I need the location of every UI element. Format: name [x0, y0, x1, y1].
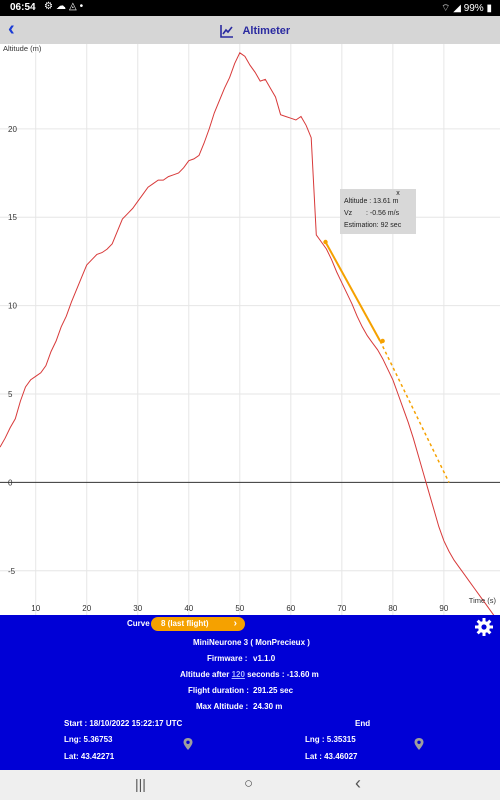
altitude-after-suffix: seconds : -13.60 m [247, 670, 319, 679]
y-tick-label: -5 [8, 567, 16, 576]
altitude-after-seconds-link[interactable]: 120 [231, 670, 245, 679]
curve-label: Curve [127, 619, 150, 628]
x-tick-label: 70 [337, 604, 346, 613]
y-tick-label: 15 [8, 213, 17, 222]
max-altitude-value: 24.30 m [253, 702, 283, 711]
flight-info-panel: Curve 8 (last flight) › MiniNeurone 3 ( … [0, 615, 500, 770]
tooltip-vz-value: : -0.56 m/s [366, 210, 400, 217]
y-axis-label: Altitude (m) [3, 44, 42, 53]
x-tick-label: 10 [31, 604, 40, 613]
altitude-after-prefix: Altitude after [180, 670, 230, 679]
y-tick-label: 0 [8, 478, 13, 487]
y-tick-label: 10 [8, 302, 17, 311]
recents-button[interactable]: ||| [135, 776, 146, 792]
tooltip-close-mark: x [396, 190, 400, 197]
x-tick-label: 30 [133, 604, 142, 613]
regression-end-point [380, 338, 385, 344]
y-tick-label: 5 [8, 390, 13, 399]
chart-labels: 10 20 30 40 50 60 70 80 90 -5 0 5 10 15 20 Altitude (m)… [3, 44, 497, 613]
chevron-right-icon: › [233, 618, 237, 629]
status-time: 06:54 [10, 2, 36, 13]
flight-duration-label: Flight duration : [188, 686, 249, 695]
firmware-label: Firmware : [207, 654, 248, 663]
chart-grid [0, 44, 500, 615]
status-right: ⌔ ◢ 99% ▮ [441, 2, 492, 15]
regression-start-point [323, 239, 328, 245]
x-tick-label: 20 [82, 604, 91, 613]
status-bar: 06:54 ⚙☁◬• ⌔ ◢ 99% ▮ [0, 0, 500, 16]
chart-series [0, 52, 495, 615]
wifi-icon: ⌔ [441, 3, 451, 14]
altitude-series-line [0, 52, 495, 615]
start-lat: Lat: 43.42271 [64, 752, 115, 761]
firmware-value: v1.1.0 [253, 654, 276, 663]
end-lng: Lng : 5.35315 [305, 735, 356, 744]
x-axis-label: Time (s) [469, 596, 497, 605]
start-map-pin-icon[interactable] [183, 738, 193, 750]
page-title: Altimeter [242, 24, 291, 37]
estimation-line [379, 340, 450, 483]
x-tick-label: 40 [184, 604, 193, 613]
chart-icon [220, 24, 233, 38]
battery-text: 99% [463, 3, 484, 14]
gear-icon[interactable] [474, 617, 494, 637]
tooltip-vz-label: Vz [344, 210, 353, 217]
tooltip-box [340, 189, 416, 234]
x-tick-label: 50 [235, 604, 244, 613]
status-icons: ⚙☁◬• [44, 1, 87, 12]
x-tick-label: 90 [439, 604, 448, 613]
regression-line [324, 241, 381, 342]
end-lat: Lat : 43.46027 [305, 752, 358, 761]
device-name: MiniNeurone 3 ( MonPrecieux ) [193, 638, 310, 647]
app-bar: ‹ Altimeter [0, 16, 500, 44]
altitude-chart: 10 20 30 40 50 60 70 80 90 -5 0 5 10 15 20 Altitude (m)… [0, 44, 500, 615]
x-tick-label: 80 [388, 604, 397, 613]
start-lng: Lng: 5.36753 [64, 735, 113, 744]
battery-icon: ▮ [486, 3, 492, 14]
curve-selector-value: 8 (last flight) [161, 619, 209, 628]
nav-back-button[interactable]: ‹ [355, 773, 361, 793]
flight-duration-value: 291.25 sec [253, 686, 294, 695]
home-button[interactable]: ○ [244, 775, 254, 792]
back-button[interactable]: ‹ [8, 18, 15, 40]
end-info: End [355, 719, 371, 728]
altitude-after: Altitude after 120 seconds : -13.60 m [180, 670, 319, 679]
curve-selector[interactable]: 8 (last flight) › [151, 617, 245, 631]
system-nav-bar: ||| ○ ‹ [0, 770, 500, 800]
signal-icon: ◢ [453, 3, 461, 14]
max-altitude-label: Max Altitude : [196, 702, 249, 711]
start-info: Start : 18/10/2022 15:22:17 UTC [64, 719, 183, 728]
y-tick-label: 20 [8, 125, 17, 134]
x-tick-label: 60 [286, 604, 295, 613]
app-title: Altimeter [220, 22, 290, 38]
end-map-pin-icon[interactable] [414, 738, 424, 750]
tooltip-altitude: Altitude : 13.61 m [344, 198, 399, 205]
tooltip-estimation: Estimation: 92 sec [344, 222, 402, 229]
